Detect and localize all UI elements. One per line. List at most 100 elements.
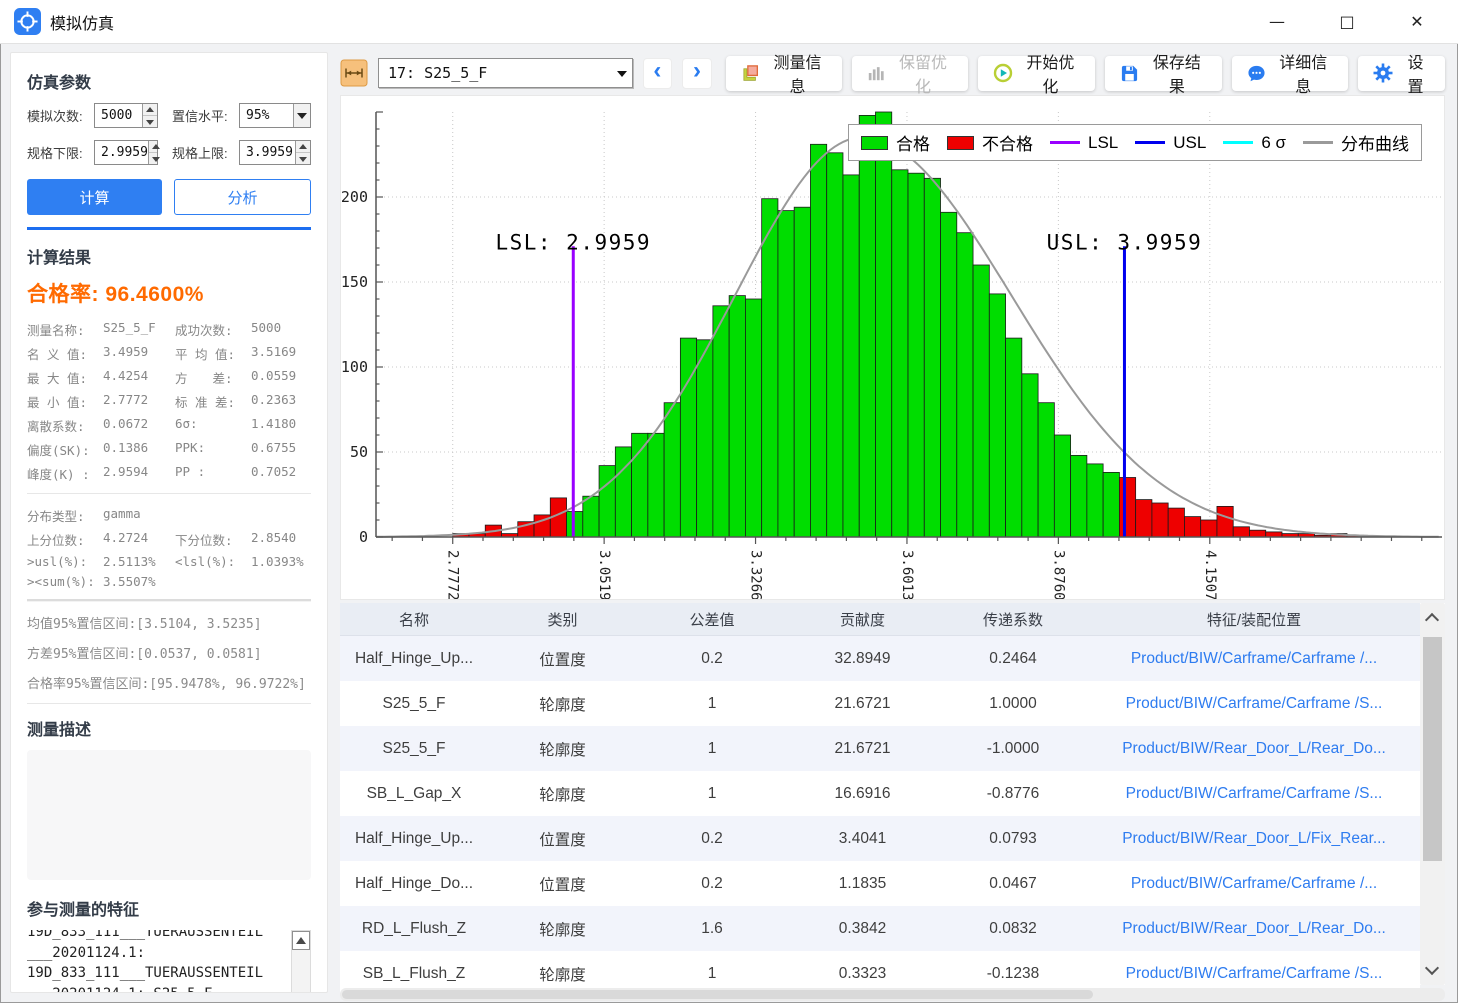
stat-value: 0.0559 [251,368,297,383]
spec-lower-input[interactable]: 2.9959 [94,140,161,165]
horizontal-scrollbar[interactable] [340,988,1445,1001]
stat-label: 名 义 值: [27,347,88,362]
column-header-tolerance[interactable]: 公差值 [689,611,735,629]
scroll-thumb[interactable] [1423,637,1442,861]
save-results-button[interactable]: 保存结果 [1105,55,1222,96]
minimize-button[interactable]: — [1269,12,1285,31]
histogram-bar [745,298,763,538]
feature-link[interactable]: Product/BIW/Carframe/Carframe /S... [1125,694,1383,712]
table-row[interactable]: S25_5_F 轮廓度 1 21.6721 1.0000 Product/BIW… [340,681,1420,726]
chevron-down-icon[interactable] [293,104,310,127]
stat-label: 测量名称: [27,323,85,338]
prev-measure-button[interactable]: ‹ [642,57,673,89]
calculate-button[interactable]: 计算 [27,179,162,215]
stepper-up-icon[interactable] [148,141,161,153]
table-row[interactable]: Half_Hinge_Up... 位置度 0.2 3.4041 0.0793 P… [340,816,1420,861]
column-header-feature[interactable]: 特征/装配位置 [1206,611,1302,629]
chevron-down-icon[interactable] [613,59,632,87]
histogram-chart: LSL: 2.9959 USL: 3.9959 0 50 100 150 200 2.7772… [341,111,1442,601]
divider [27,599,311,601]
sim-count-input[interactable]: 5000 [94,103,158,128]
histogram-bar [1070,454,1088,538]
maximize-button[interactable]: □ [1339,12,1355,31]
confidence-select[interactable]: 95% [239,103,311,128]
feature-link[interactable]: Product/BIW/Carframe/Carframe /S... [1125,964,1383,982]
stepper-down-icon[interactable] [143,116,157,127]
histogram-bar [663,402,681,538]
column-header-contribution[interactable]: 贡献度 [839,611,885,629]
measure-select[interactable]: 17: S25_5_F [378,58,633,88]
legend-label: 6 σ [1261,132,1286,152]
scroll-thumb[interactable] [342,990,1094,999]
table-row[interactable]: Half_Hinge_Up... 位置度 0.2 32.8949 0.2464 … [340,636,1420,681]
spec-lower-stepper[interactable] [147,141,161,164]
table-row[interactable]: S25_5_F 轮廓度 1 21.6721 -1.0000 Product/BI… [340,726,1420,771]
feature-link[interactable]: Product/BIW/Carframe/Carframe /... [1130,649,1378,667]
window-controls: — □ ✕ [1262,12,1444,31]
feature-link[interactable]: Product/BIW/Carframe/Carframe /S... [1125,784,1383,802]
table-scrollbar[interactable] [1420,603,1445,985]
bar-chart-icon [867,64,885,82]
table-header: 名称 类别 公差值 贡献度 传递系数 特征/装配位置 [340,603,1420,636]
details-button[interactable]: 详细信息 [1231,55,1349,96]
stepper-down-icon[interactable] [148,153,161,164]
spec-upper-stepper[interactable] [295,141,310,164]
stat-value: 2.7772 [103,392,149,407]
next-measure-button[interactable]: › [682,57,712,89]
measure-description-box[interactable] [27,750,311,880]
feature-link[interactable]: Product/BIW/Rear_Door_L/Rear_Do... [1122,919,1386,937]
histogram-bar [712,305,730,538]
histogram-bar [761,198,779,538]
param-row-2: 规格下限: 2.9959 规格上限: 3.9959 [27,140,311,165]
table-row[interactable]: SB_L_Gap_X 轮廓度 1 16.6916 -0.8776 Product… [340,771,1420,816]
histogram-bar [1021,373,1039,538]
stat-value: 4.4254 [103,368,149,383]
chevron-up-icon[interactable] [1424,612,1440,628]
stat-label: 最 大 值: [27,371,88,386]
features-scrollbar[interactable] [291,930,311,992]
gear-icon [1373,63,1393,83]
sim-count-stepper[interactable] [142,104,157,127]
measurement-ruler-icon [340,59,368,87]
stat-label: <lsl(%): [175,554,236,569]
confidence-interval-line: 均值95%置信区间:[3.5104, 3.5235] [27,617,262,632]
feature-link[interactable]: Product/BIW/Carframe/Carframe /... [1130,874,1378,892]
stat-label: 最 小 值: [27,395,88,410]
scroll-up-button[interactable] [292,931,310,950]
stepper-up-icon[interactable] [143,104,157,116]
stat-label: 峰度(K) : [27,467,90,482]
spec-upper-input[interactable]: 3.9959 [239,140,311,165]
column-header-name[interactable]: 名称 [398,611,429,629]
measure-info-button[interactable]: 测量信息 [725,55,843,96]
close-button[interactable]: ✕ [1410,12,1424,31]
sidebar: 仿真参数 模拟次数: 5000 置信水平: 95% 规格下限: 2.9959 规… [10,52,328,993]
svg-text:100: 100 [341,358,368,376]
stepper-up-icon[interactable] [296,141,310,153]
cell-tolerance: 1.6 [701,919,723,937]
features-box[interactable]: 19D_833_111___TUERAUSSENTEIL ___20201124.… [27,930,311,992]
chevron-down-icon[interactable] [1424,960,1440,976]
arrow-up-icon [296,937,306,944]
histogram-bar [988,293,1006,538]
histogram-bar [1135,499,1153,538]
histogram-bar [972,264,990,538]
analyze-button[interactable]: 分析 [174,179,311,215]
confidence-interval-line: 方差95%置信区间:[0.0537, 0.0581] [27,647,262,662]
confidence-label: 置信水平: [172,109,228,124]
column-header-category[interactable]: 类别 [547,611,578,629]
divider [27,493,311,494]
stat-label: 偏度(SK): [27,443,90,458]
feature-link[interactable]: Product/BIW/Rear_Door_L/Rear_Do... [1122,739,1386,757]
cell-category: 位置度 [539,651,586,669]
start-optimization-button[interactable]: 开始优化 [977,55,1096,96]
histogram-bar [777,210,795,538]
cell-contribution: 0.3323 [838,964,887,982]
feature-link[interactable]: Product/BIW/Rear_Door_L/Fix_Rear... [1122,829,1386,847]
table-row[interactable]: RD_L_Flush_Z 轮廓度 1.6 0.3842 0.0832 Produ… [340,906,1420,951]
stat-value: 1.4180 [251,416,297,431]
settings-button[interactable]: 设置 [1358,55,1446,96]
table-row[interactable]: Half_Hinge_Do... 位置度 0.2 1.1835 0.0467 P… [340,861,1420,906]
stepper-down-icon[interactable] [296,153,310,164]
feature-line: 19D_833_111___TUERAUSSENTEIL [27,930,264,940]
column-header-coefficient[interactable]: 传递系数 [982,611,1043,629]
